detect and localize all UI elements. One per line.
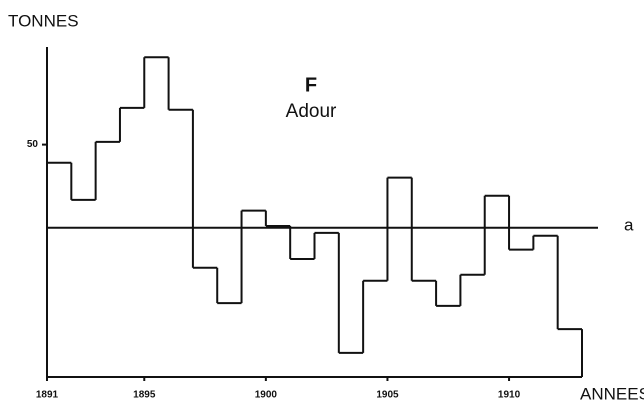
x-tick-label: 1900 — [255, 390, 278, 401]
y-axis-label: TONNES — [8, 11, 79, 30]
x-tick-label: 1905 — [376, 390, 399, 401]
chart-title: F — [305, 74, 317, 96]
x-tick-label: 1895 — [133, 390, 156, 401]
chart-subtitle: Adour — [286, 101, 337, 122]
x-axis-label: ANNEES — [580, 384, 644, 403]
y-tick-label: 50 — [27, 139, 39, 150]
x-tick-label: 1910 — [498, 390, 521, 401]
x-tick-label: 1891 — [36, 390, 59, 401]
reference-label: a — [624, 215, 634, 234]
